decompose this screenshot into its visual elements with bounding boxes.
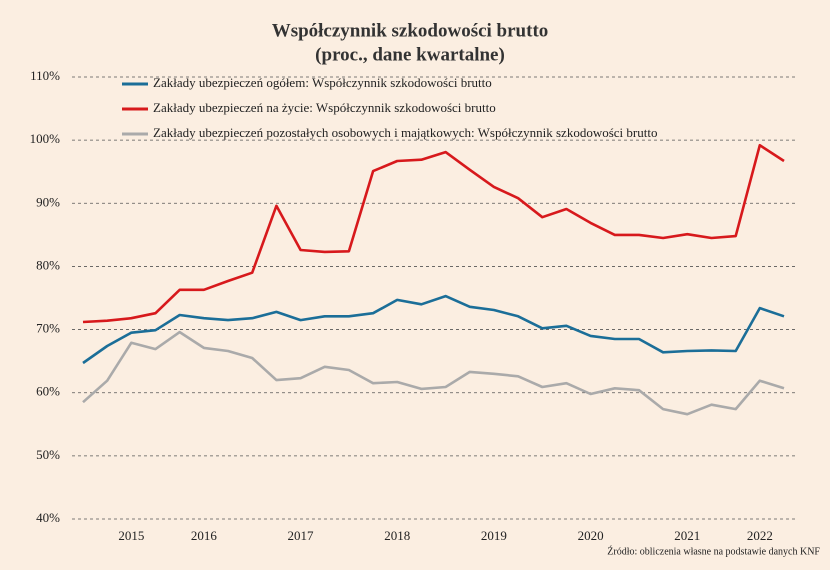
source-note: Źródło: obliczenia własne na podstawie d…: [607, 545, 820, 557]
y-tick-label: 40%: [36, 510, 60, 525]
x-tick-label: 2017: [288, 528, 315, 543]
y-tick-label: 100%: [30, 131, 61, 146]
y-tick-label: 60%: [36, 384, 60, 399]
x-tick-label: 2021: [674, 528, 700, 543]
x-tick-label: 2019: [481, 528, 507, 543]
y-tick-label: 110%: [30, 68, 60, 83]
y-tick-label: 70%: [36, 321, 60, 336]
x-tick-label: 2020: [578, 528, 604, 543]
x-tick-label: 2022: [747, 528, 773, 543]
x-tick-label: 2018: [384, 528, 410, 543]
chart-subtitle: (proc., dane kwartalne): [315, 44, 505, 65]
x-tick-label: 2015: [118, 528, 144, 543]
chart-title: Współczynnik szkodowości brutto: [272, 20, 549, 41]
legend-entry: Zakłady ubezpieczeń pozostałych osobowyc…: [153, 125, 657, 140]
series-line: [82, 330, 785, 416]
series-line: [82, 143, 785, 324]
y-tick-label: 80%: [36, 257, 60, 272]
y-tick-label: 90%: [36, 194, 60, 209]
x-tick-label: 2016: [191, 528, 218, 543]
legend-entry: Zakłady ubezpieczeń na życie: Współczynn…: [153, 100, 496, 115]
series-line: [82, 294, 785, 365]
y-tick-label: 50%: [36, 447, 60, 462]
legend-entry: Zakłady ubezpieczeń ogółem: Współczynnik…: [153, 75, 492, 90]
